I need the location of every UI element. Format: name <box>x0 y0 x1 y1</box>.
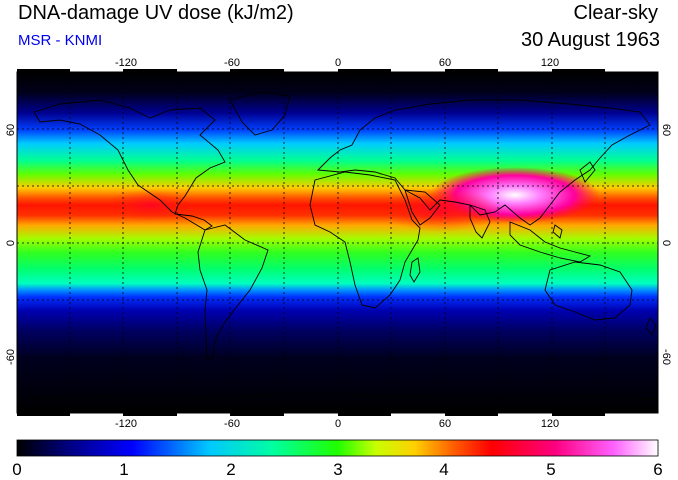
lon-tick-label: -120 <box>115 57 137 69</box>
colorbar-label: 3 <box>333 460 342 479</box>
lat-labels-left: 60 0 -60 <box>5 124 17 365</box>
colorbar-label: 2 <box>226 460 235 479</box>
lat-tick-label: 60 <box>660 124 672 136</box>
uv-field <box>17 72 658 413</box>
date-label: 30 August 1963 <box>520 29 660 51</box>
lat-tick-label: -60 <box>660 349 672 365</box>
map-frame <box>16 71 659 414</box>
lon-tick-label: 60 <box>439 418 451 430</box>
frame-ticks <box>17 69 605 416</box>
lat-tick-label: 60 <box>5 124 17 136</box>
colorbar-label: 6 <box>653 460 662 479</box>
lon-tick-label: -60 <box>224 57 240 69</box>
lat-tick-label: 0 <box>5 240 17 246</box>
lat-tick-label: -60 <box>5 349 17 365</box>
colorbar-label: 1 <box>119 460 128 479</box>
lon-tick-label: 0 <box>335 57 341 69</box>
lon-tick-label: -120 <box>115 418 137 430</box>
lon-tick-label: 0 <box>335 418 341 430</box>
colorbar <box>16 439 659 457</box>
source-label: MSR - KNMI <box>18 32 103 49</box>
lat-tick-label: 0 <box>660 240 672 246</box>
lon-labels-top: -120 -60 0 60 120 <box>115 57 559 69</box>
scenario-label: Clear-sky <box>573 2 658 24</box>
colorbar-labels: 0 1 2 3 4 5 6 <box>12 460 662 479</box>
graticule <box>17 72 658 413</box>
lon-tick-label: 60 <box>439 57 451 69</box>
lon-labels-bottom: -120 -60 0 60 120 <box>115 418 559 430</box>
lon-tick-label: 120 <box>541 418 559 430</box>
lat-labels-right: 60 0 -60 <box>660 124 672 365</box>
colorbar-label: 0 <box>12 460 21 479</box>
lon-tick-label: -60 <box>224 418 240 430</box>
map-title: DNA-damage UV dose (kJ/m2) <box>18 2 294 24</box>
lon-tick-label: 120 <box>541 57 559 69</box>
colorbar-label: 5 <box>546 460 555 479</box>
coastlines <box>17 91 658 401</box>
colorbar-label: 4 <box>439 460 448 479</box>
